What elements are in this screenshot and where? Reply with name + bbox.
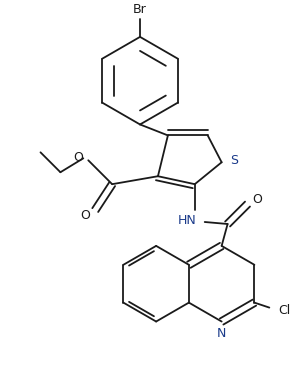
Text: N: N [217, 327, 226, 340]
Text: Br: Br [133, 3, 147, 16]
Text: S: S [231, 154, 239, 167]
Text: O: O [253, 193, 263, 206]
Text: O: O [80, 209, 90, 222]
Text: HN: HN [178, 214, 196, 227]
Text: Cl: Cl [278, 304, 290, 317]
Text: O: O [73, 151, 83, 164]
